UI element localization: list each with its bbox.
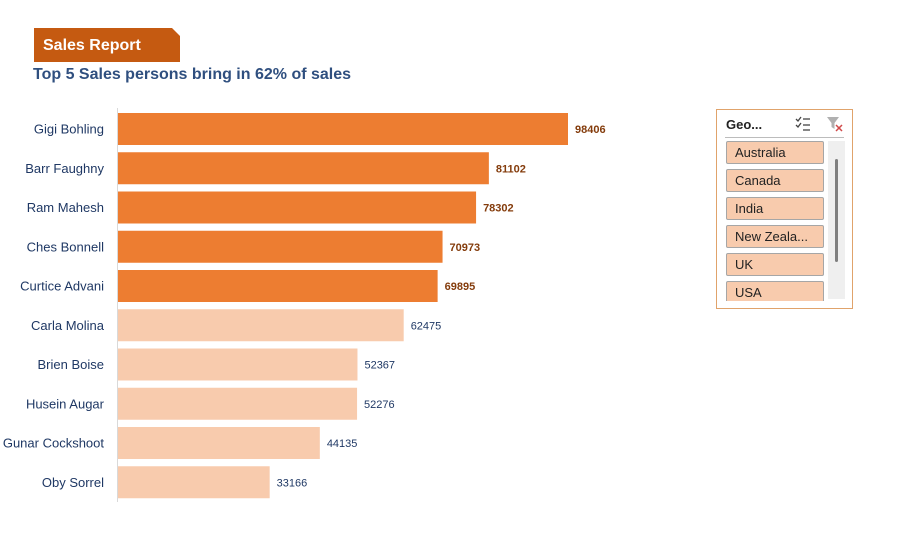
data-label: 69895 (445, 281, 476, 293)
slicer-item[interactable]: India (726, 197, 824, 220)
category-label: Gunar Cockshoot (3, 436, 105, 451)
bar-1 (118, 113, 568, 145)
slicer-item[interactable]: Canada (726, 169, 824, 192)
data-label: 52367 (364, 360, 395, 372)
category-label: Ram Mahesh (27, 200, 104, 215)
category-label: Gigi Bohling (34, 122, 104, 137)
slicer-title: Geo... (726, 117, 763, 132)
bar-7 (118, 348, 358, 381)
category-label: Husein Augar (26, 396, 105, 411)
slicer-scrollbar[interactable] (828, 141, 845, 299)
category-label: Oby Sorrel (42, 475, 104, 490)
category-label: Curtice Advani (20, 279, 104, 294)
category-label: Barr Faughny (25, 161, 104, 176)
sales-bar-chart: Gigi Bohling 98406 Barr Faughny 81102 Ram Ma… (3, 108, 606, 502)
slicer-item[interactable]: UK (726, 253, 824, 276)
bar-10 (118, 466, 270, 499)
data-label: 70973 (450, 242, 481, 254)
slicer-scroll-thumb[interactable] (835, 159, 838, 262)
bar-6 (118, 309, 404, 342)
bar-3 (118, 191, 477, 224)
chart-subtitle: Top 5 Sales persons bring in 62% of sale… (33, 66, 352, 83)
slicer-item-list: Australia Canada India New Zeala... UK USA (726, 141, 824, 301)
data-label: 62475 (411, 320, 442, 332)
bar-5 (118, 270, 438, 302)
data-label: 33166 (277, 477, 308, 489)
report-badge: Sales Report (34, 28, 180, 62)
data-label: 98406 (575, 124, 606, 136)
slicer-item[interactable]: New Zeala... (726, 225, 824, 248)
category-label: Carla Molina (31, 318, 105, 333)
clear-filter-icon[interactable] (826, 115, 844, 133)
data-label: 44135 (327, 438, 358, 450)
data-label: 52276 (364, 399, 395, 411)
data-label: 78302 (483, 203, 514, 215)
bar-4 (118, 230, 443, 263)
bar-2 (118, 152, 489, 185)
bar-8 (118, 387, 358, 420)
slicer-divider (725, 137, 844, 138)
category-label: Ches Bonnell (27, 239, 104, 254)
slicer-item[interactable]: Australia (726, 141, 824, 164)
category-label: Brien Boise (38, 357, 104, 372)
bar-9 (118, 427, 320, 459)
multiselect-icon[interactable] (794, 115, 812, 133)
slicer-item[interactable]: USA (726, 281, 824, 301)
data-label: 81102 (496, 163, 526, 175)
